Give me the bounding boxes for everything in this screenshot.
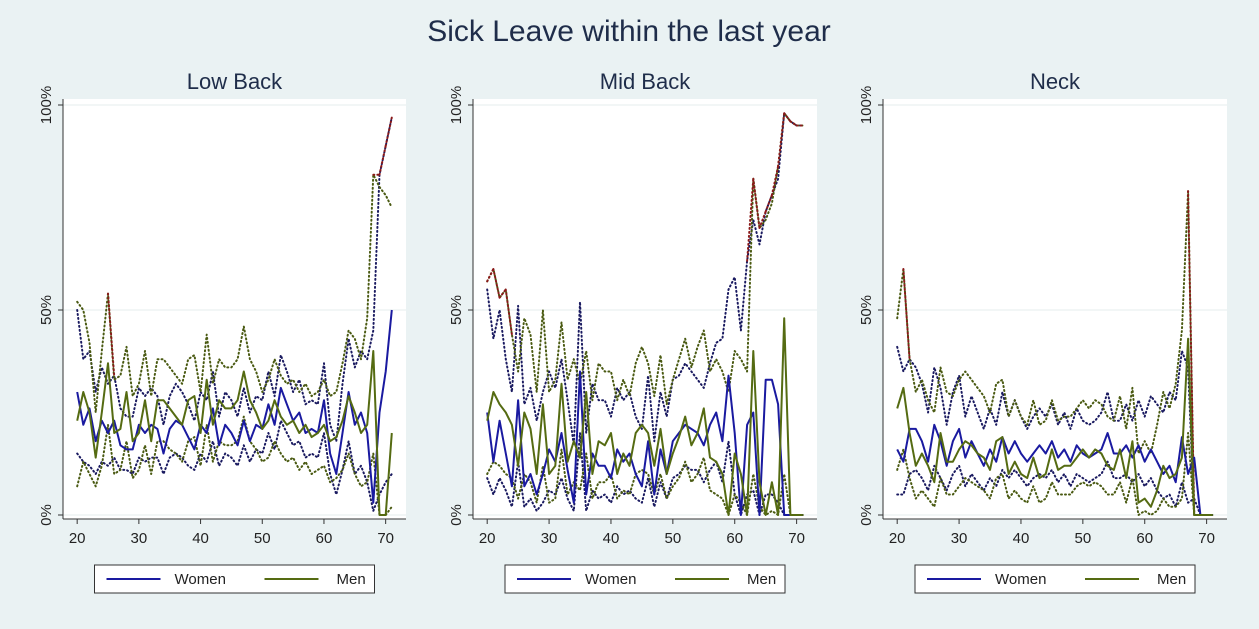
main-title: Sick Leave within the last year: [427, 15, 831, 48]
x-tick-label: 60: [316, 530, 333, 547]
y-tick-label: 100%: [38, 86, 55, 124]
y-tick-label: 100%: [858, 86, 875, 124]
y-tick-label: 0%: [38, 504, 55, 526]
ci-high-segment: [107, 292, 116, 377]
ci-women-low-line: [76, 419, 393, 512]
legend-men-label: Men: [337, 571, 366, 588]
ci-women-low-line: [896, 460, 1214, 516]
plot-area: [883, 99, 1227, 519]
women-series-line: [76, 309, 393, 504]
x-tick-label: 20: [889, 530, 906, 547]
ci-high-segment: [746, 177, 755, 262]
ci-high-segment: [752, 177, 761, 229]
ci-high-segment: [492, 268, 501, 299]
x-tick-label: 60: [1136, 530, 1153, 547]
legend-women-label: Women: [995, 571, 1046, 588]
ci-high-segment: [758, 210, 767, 229]
legend-men-label: Men: [1157, 571, 1186, 588]
men-series-line: [896, 337, 1213, 516]
ci-men-high-line: [76, 173, 393, 414]
ci-high-segment: [770, 165, 780, 197]
ci-high-segment: [902, 268, 911, 361]
y-tick-label: 100%: [448, 86, 465, 124]
ci-high-segment: [498, 288, 507, 299]
ci-men-high-line: [486, 112, 804, 406]
plot-area: [473, 99, 817, 519]
x-tick-label: 70: [788, 530, 805, 547]
ci-women-high-line: [486, 112, 804, 447]
panel-mid-back: Mid Back 20 30 40 50 60 70 0% 50% 100% Women Men: [448, 69, 817, 594]
x-tick-label: 60: [726, 530, 743, 547]
x-tick-label: 40: [192, 530, 209, 547]
legend: Women Men: [504, 564, 786, 594]
x-tick-label: 30: [131, 530, 148, 547]
x-tick-label: 50: [665, 530, 682, 547]
x-tick-label: 70: [1198, 530, 1215, 547]
x-tick-label: 50: [254, 530, 271, 547]
ci-high-segment: [777, 112, 786, 168]
panel-title: Neck: [1030, 69, 1081, 94]
men-series-line: [76, 350, 393, 516]
ci-high-segment: [789, 120, 798, 127]
ci-men-low-line: [76, 415, 393, 516]
x-tick-label: 30: [951, 530, 968, 547]
y-tick-label: 0%: [858, 504, 875, 526]
panel-low-back: Low Back 20 30 40 50 60 70 0% 50% 100% Women Men: [38, 69, 406, 594]
legend-men-label: Men: [747, 571, 776, 588]
ci-high-segment: [384, 116, 393, 147]
ci-high-segment: [486, 268, 495, 283]
panel-title: Low Back: [187, 69, 283, 94]
x-tick-label: 70: [377, 530, 394, 547]
ci-high-segment: [783, 112, 792, 123]
ci-high-segment: [764, 194, 773, 213]
x-tick-label: 50: [1075, 530, 1092, 547]
men-series-line: [486, 317, 803, 516]
x-tick-label: 20: [479, 530, 496, 547]
legend: Women Men: [914, 564, 1196, 594]
y-tick-label: 50%: [38, 295, 55, 325]
x-tick-label: 40: [1013, 530, 1030, 547]
x-tick-label: 30: [541, 530, 558, 547]
panel-neck: Neck 20 30 40 50 60 70 0% 50% 100% Women Men: [858, 69, 1227, 594]
y-tick-label: 50%: [448, 295, 465, 325]
women-series-line: [896, 423, 1213, 516]
plot-area: [63, 99, 406, 519]
x-tick-label: 40: [603, 530, 620, 547]
x-tick-label: 20: [69, 530, 86, 547]
ci-men-low-line: [896, 432, 1214, 516]
y-tick-label: 0%: [448, 504, 465, 526]
ci-high-segment: [504, 288, 513, 336]
panel-title: Mid Back: [600, 69, 691, 94]
ci-men-high-line: [896, 190, 1214, 516]
legend-women-label: Women: [585, 571, 636, 588]
legend: Women Men: [94, 564, 375, 594]
ci-high-segment: [378, 145, 387, 176]
y-tick-label: 50%: [858, 295, 875, 325]
legend-women-label: Women: [175, 571, 226, 588]
